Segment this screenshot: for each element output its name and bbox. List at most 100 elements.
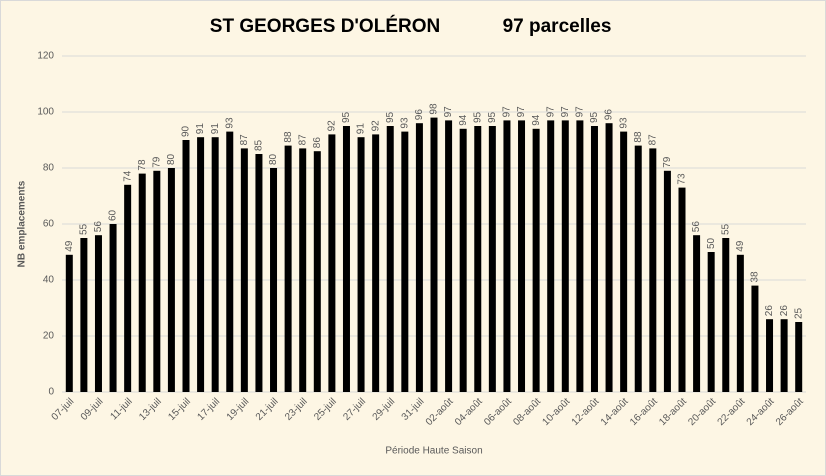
data-label: 26 <box>764 305 775 317</box>
bar <box>576 120 584 393</box>
data-label: 90 <box>181 125 192 137</box>
bar <box>255 154 263 392</box>
data-label: 97 <box>545 106 556 118</box>
data-label: 96 <box>604 109 615 121</box>
bar <box>313 151 321 392</box>
bar <box>678 187 686 392</box>
y-tick-label: 60 <box>43 219 55 230</box>
bar <box>693 235 701 392</box>
data-label: 93 <box>399 117 410 129</box>
data-label: 55 <box>720 223 731 235</box>
data-label: 95 <box>341 111 352 123</box>
data-label: 91 <box>195 123 206 135</box>
data-label: 96 <box>414 109 425 121</box>
bar <box>153 170 161 392</box>
bar <box>415 123 423 392</box>
bar <box>342 126 350 392</box>
bar <box>780 319 788 392</box>
bar <box>211 137 219 392</box>
data-label: 56 <box>691 221 702 233</box>
bar <box>503 120 511 393</box>
data-label: 93 <box>224 117 235 129</box>
bar <box>590 126 598 392</box>
bar <box>445 120 453 393</box>
bar <box>299 148 307 392</box>
y-tick-label: 100 <box>37 107 54 118</box>
bar <box>284 145 292 392</box>
bar <box>386 126 394 392</box>
data-label: 87 <box>297 134 308 146</box>
bar <box>722 238 730 392</box>
data-label: 38 <box>750 271 761 283</box>
bar <box>124 184 132 392</box>
data-label: 92 <box>327 120 338 132</box>
bar <box>109 224 117 392</box>
bar <box>401 131 409 392</box>
y-tick-label: 40 <box>43 275 55 286</box>
bar <box>94 235 102 392</box>
data-label: 74 <box>122 170 133 182</box>
data-label: 73 <box>677 173 688 185</box>
bar <box>182 140 190 392</box>
data-label: 95 <box>385 111 396 123</box>
bar <box>518 120 526 393</box>
data-label: 94 <box>531 114 542 126</box>
bar <box>795 322 803 392</box>
data-label: 97 <box>443 106 454 118</box>
data-label: 56 <box>93 221 104 233</box>
data-label: 97 <box>516 106 527 118</box>
data-label: 79 <box>662 156 673 168</box>
y-tick-label: 120 <box>37 51 54 62</box>
bar <box>620 131 628 392</box>
chart-subtitle: 97 parcelles <box>503 16 612 37</box>
data-label: 95 <box>487 111 498 123</box>
bar <box>474 126 482 392</box>
data-label: 87 <box>647 134 658 146</box>
bar <box>707 252 715 392</box>
data-label: 87 <box>239 134 250 146</box>
bar <box>167 168 175 392</box>
bar <box>270 168 278 392</box>
data-label: 92 <box>370 120 381 132</box>
data-label: 26 <box>779 305 790 317</box>
data-label: 97 <box>560 106 571 118</box>
bar <box>226 131 234 392</box>
data-label: 80 <box>268 153 279 165</box>
data-label: 97 <box>502 106 513 118</box>
data-label: 97 <box>575 106 586 118</box>
data-label: 78 <box>137 159 148 171</box>
data-label: 95 <box>472 111 483 123</box>
bar <box>488 126 496 392</box>
data-label: 79 <box>151 156 162 168</box>
data-label: 88 <box>283 131 294 143</box>
data-label: 98 <box>429 103 440 115</box>
bar <box>561 120 569 393</box>
bar <box>197 137 205 392</box>
bar <box>751 285 759 392</box>
data-label: 50 <box>706 237 717 249</box>
bar <box>547 120 555 393</box>
y-tick-label: 0 <box>48 387 54 398</box>
bar <box>65 254 73 392</box>
data-label: 91 <box>356 123 367 135</box>
data-label: 95 <box>589 111 600 123</box>
bar <box>605 123 613 392</box>
data-label: 25 <box>793 307 804 319</box>
data-label: 85 <box>254 139 265 151</box>
bar <box>736 254 744 392</box>
data-label: 94 <box>458 114 469 126</box>
data-label: 91 <box>210 123 221 135</box>
bar <box>459 128 467 393</box>
bar <box>138 173 146 392</box>
data-label: 93 <box>618 117 629 129</box>
data-label: 49 <box>735 240 746 252</box>
bar <box>649 148 657 392</box>
y-tick-label: 20 <box>43 331 55 342</box>
bar <box>240 148 248 392</box>
bar <box>430 117 438 392</box>
bar <box>357 137 365 392</box>
bar <box>663 170 671 392</box>
data-label: 49 <box>64 240 75 252</box>
y-axis-label: NB emplacements <box>17 180 28 267</box>
